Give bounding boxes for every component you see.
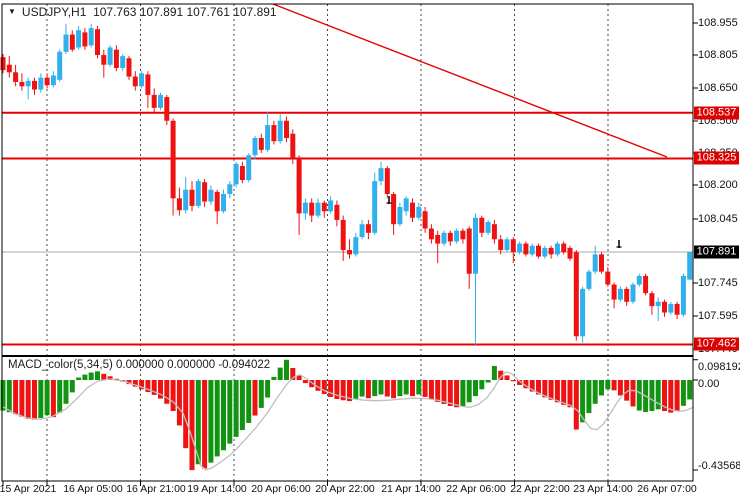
level-price-badge: 108.325 <box>694 151 739 165</box>
bid-price-badge: 107.891 <box>694 245 739 259</box>
time-tick-label[interactable]: 22 Apr 06:00 <box>446 483 506 495</box>
price-tick-label: 108.045 <box>698 213 738 225</box>
level-price-badge: 107.462 <box>694 337 739 351</box>
ohlc-values: 107.763 107.891 107.761 107.891 <box>93 5 277 19</box>
time-tick-label[interactable]: 23 Apr 14:00 <box>573 483 633 495</box>
time-tick-label[interactable]: 15 Apr 2021 <box>0 483 57 495</box>
price-tick-label: 108.650 <box>698 82 738 94</box>
level-price-badge: 108.537 <box>694 106 739 120</box>
time-tick-label[interactable]: 19 Apr 14:00 <box>187 483 247 495</box>
time-tick-label[interactable]: 21 Apr 14:00 <box>381 483 441 495</box>
macd-tick-label: 0.098192 <box>698 361 740 373</box>
price-tick-label: 108.200 <box>698 179 738 191</box>
time-tick-label[interactable]: 26 Apr 07:00 <box>637 483 697 495</box>
symbol-period-label: USDJPY,H1 <box>21 5 87 19</box>
price-tick-label: 108.955 <box>698 17 738 29</box>
price-tick-label: 107.745 <box>698 277 738 289</box>
time-tick-label[interactable]: 20 Apr 22:00 <box>315 483 375 495</box>
time-tick-label[interactable]: 22 Apr 22:00 <box>510 483 570 495</box>
time-tick-label[interactable]: 16 Apr 05:00 <box>63 483 123 495</box>
symbol-dropdown-icon[interactable]: ▼ <box>8 7 16 16</box>
time-tick-label[interactable]: 16 Apr 21:00 <box>126 483 186 495</box>
price-tick-label: 108.805 <box>698 49 738 61</box>
macd-indicator-label: MACD_color(5,34,5) 0.000000 0.000000 -0.… <box>8 359 271 371</box>
macd-tick-label: -0.43568 <box>698 460 740 472</box>
price-tick-label: 107.595 <box>698 310 738 322</box>
time-tick-label[interactable]: 20 Apr 06:00 <box>251 483 311 495</box>
chart-title: ▼ USDJPY,H1 107.763 107.891 107.761 107.8… <box>8 5 277 19</box>
macd-tick-label: 0.00 <box>698 378 720 390</box>
